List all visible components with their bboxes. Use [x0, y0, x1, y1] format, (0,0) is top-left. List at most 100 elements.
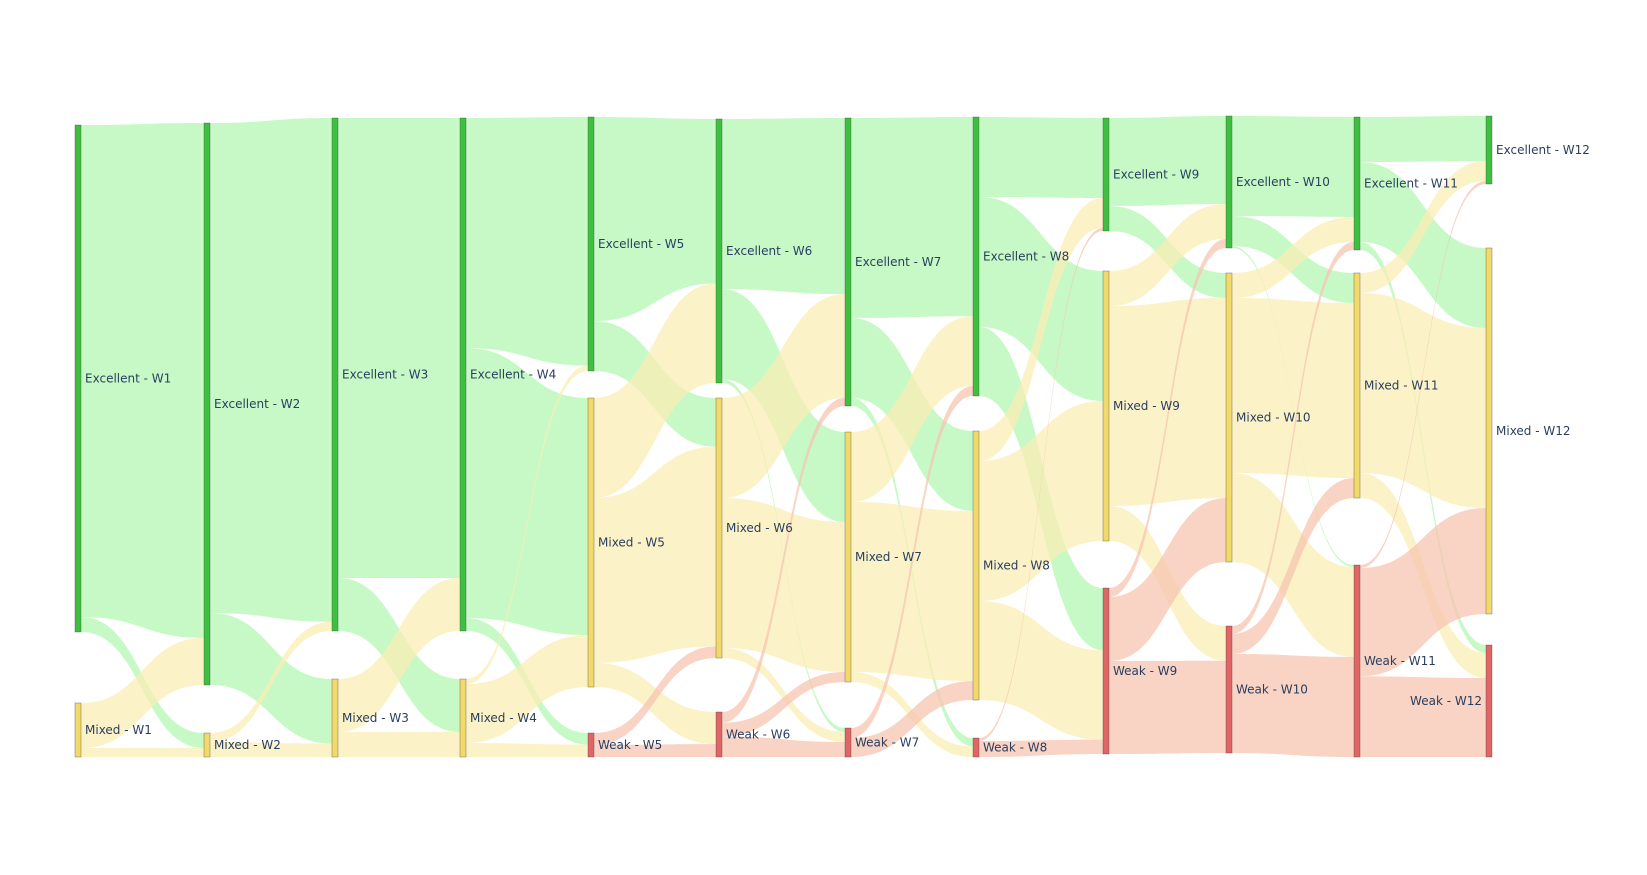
link-w7-m8[interactable] [851, 681, 973, 757]
link-e4-m5[interactable] [466, 348, 588, 636]
link-w10-w11[interactable] [1232, 654, 1354, 757]
link-m6-w7[interactable] [722, 648, 845, 742]
link-m8-e9[interactable] [979, 198, 1103, 461]
node-label-w7: Weak - W7 [855, 736, 919, 750]
node-label-e4: Excellent - W4 [470, 368, 556, 382]
node-m8[interactable] [972, 430, 980, 701]
node-m3[interactable] [331, 678, 339, 758]
node-label-e12: Excellent - W12 [1496, 143, 1590, 157]
link-e8-m9[interactable] [979, 197, 1103, 401]
node-w8[interactable] [972, 737, 980, 758]
link-m1-e2[interactable] [81, 637, 204, 748]
link-w6-w7[interactable] [722, 736, 845, 757]
node-e11[interactable] [1353, 116, 1361, 251]
link-e4-e5[interactable] [466, 117, 588, 366]
link-m2-m3[interactable] [210, 742, 332, 757]
node-m2[interactable] [203, 732, 211, 758]
link-m5-e6[interactable] [594, 283, 716, 498]
link-m6-m7[interactable] [722, 498, 845, 672]
node-w6[interactable] [715, 711, 723, 758]
link-m9-e10[interactable] [1109, 204, 1226, 306]
link-w6-e7[interactable] [722, 397, 845, 723]
node-m12[interactable] [1485, 247, 1493, 615]
node-w12[interactable] [1485, 644, 1493, 758]
node-m10[interactable] [1225, 272, 1233, 563]
link-e2-e3[interactable] [210, 118, 332, 622]
node-e12[interactable] [1485, 115, 1493, 185]
node-label-e7: Excellent - W7 [855, 255, 941, 269]
node-label-e10: Excellent - W10 [1236, 175, 1330, 189]
link-w7-e8[interactable] [851, 386, 973, 738]
link-w11-m12[interactable] [1360, 508, 1486, 677]
link-m4-m5[interactable] [466, 635, 588, 743]
node-w9[interactable] [1102, 587, 1110, 755]
link-m6-e7[interactable] [722, 294, 845, 498]
link-w10-m11[interactable] [1232, 478, 1354, 654]
link-e5-e6[interactable] [594, 117, 716, 322]
node-m7[interactable] [844, 431, 852, 683]
node-e3[interactable] [331, 117, 339, 632]
link-e11-e12[interactable] [1360, 116, 1486, 162]
link-e9-e10[interactable] [1109, 116, 1226, 206]
node-m6[interactable] [715, 397, 723, 659]
node-m1[interactable] [74, 702, 82, 758]
link-m11-m12[interactable] [1360, 293, 1486, 508]
node-m5[interactable] [587, 397, 595, 688]
node-label-m4: Mixed - W4 [470, 711, 537, 725]
link-w10-e11[interactable] [1232, 242, 1354, 634]
link-m7-e8[interactable] [851, 316, 973, 502]
node-label-w12: Weak - W12 [1410, 694, 1482, 708]
node-e10[interactable] [1225, 115, 1233, 249]
node-m11[interactable] [1353, 272, 1361, 499]
link-w5-m6[interactable] [594, 646, 716, 745]
link-m1-m2[interactable] [81, 748, 204, 757]
link-w8-w9[interactable] [979, 739, 1103, 757]
link-m8-w9[interactable] [979, 601, 1103, 740]
node-e7[interactable] [844, 117, 852, 407]
link-m7-m8[interactable] [851, 502, 973, 681]
node-e4[interactable] [459, 117, 467, 632]
link-m2-e3[interactable] [210, 621, 332, 742]
node-w5[interactable] [587, 732, 595, 758]
link-m4-w5[interactable] [466, 743, 588, 757]
link-m10-e11[interactable] [1232, 217, 1354, 298]
node-label-w9: Weak - W9 [1113, 664, 1177, 678]
link-w5-w6[interactable] [594, 744, 716, 757]
node-label-m6: Mixed - W6 [726, 521, 793, 535]
link-m9-m10[interactable] [1109, 298, 1226, 506]
link-w6-m7[interactable] [722, 672, 845, 737]
node-e6[interactable] [715, 118, 723, 384]
node-e1[interactable] [74, 124, 82, 633]
node-m4[interactable] [459, 678, 467, 758]
node-m9[interactable] [1102, 270, 1110, 542]
link-m10-m11[interactable] [1232, 298, 1354, 478]
node-e2[interactable] [203, 122, 211, 686]
link-m3-m4[interactable] [338, 732, 460, 757]
link-e6-e7[interactable] [722, 118, 845, 295]
link-e11-m12[interactable] [1360, 162, 1486, 328]
node-e9[interactable] [1102, 117, 1110, 232]
link-w9-m10[interactable] [1109, 498, 1226, 661]
link-m5-w6[interactable] [594, 662, 716, 745]
link-w11-w12[interactable] [1360, 676, 1486, 757]
link-e7-e8[interactable] [851, 117, 973, 318]
node-w10[interactable] [1225, 625, 1233, 754]
link-m4-e5[interactable] [466, 365, 588, 684]
link-m8-m9[interactable] [979, 401, 1103, 601]
link-m11-e12[interactable] [1360, 161, 1486, 293]
link-w9-w10[interactable] [1109, 660, 1226, 754]
link-e10-e11[interactable] [1232, 116, 1354, 217]
node-label-m9: Mixed - W9 [1113, 399, 1180, 413]
link-e3-e4[interactable] [338, 118, 460, 578]
node-w11[interactable] [1353, 564, 1361, 758]
node-w7[interactable] [844, 727, 852, 758]
link-m3-e4[interactable] [338, 578, 460, 732]
link-w8-e9[interactable] [979, 228, 1103, 741]
link-e1-e2[interactable] [81, 123, 204, 638]
link-w11-e12[interactable] [1360, 181, 1486, 569]
link-e8-e9[interactable] [979, 117, 1103, 198]
link-w9-e10[interactable] [1109, 239, 1226, 597]
node-e8[interactable] [972, 116, 980, 397]
node-e5[interactable] [587, 116, 595, 372]
link-m5-m6[interactable] [594, 446, 716, 663]
